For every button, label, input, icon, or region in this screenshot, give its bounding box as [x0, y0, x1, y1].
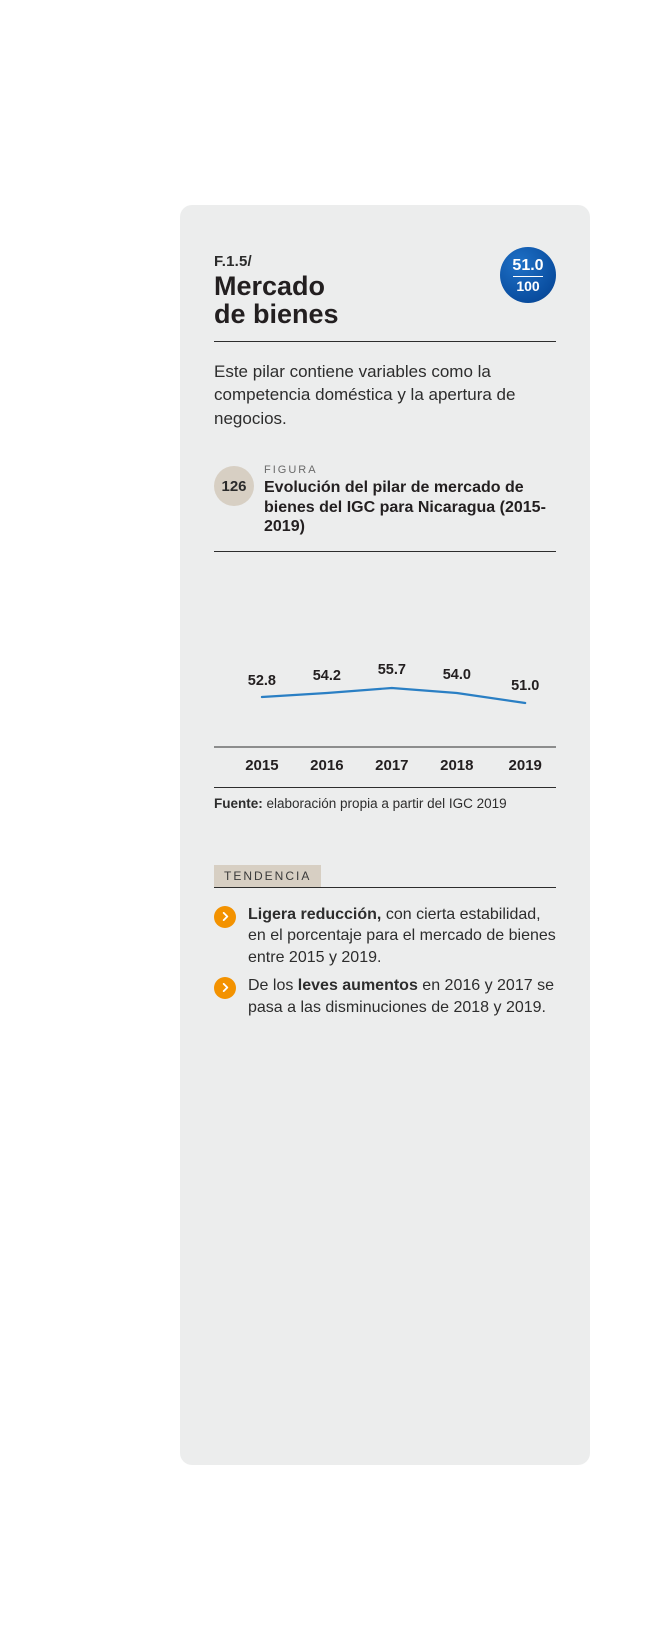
tendencia-rule	[214, 887, 556, 888]
chart-x-label: 2018	[440, 757, 473, 774]
score-divider	[513, 276, 543, 277]
score-max: 100	[516, 279, 539, 293]
tendencia-item: De los leves aumentos en 2016 y 2017 se …	[214, 975, 556, 1019]
chart-value-label: 54.0	[443, 667, 471, 683]
figure-title-block: FIGURA Evolución del pilar de mercado de…	[264, 464, 556, 537]
figure-block: 126 FIGURA Evolución del pilar de mercad…	[214, 464, 556, 811]
chart-value-label: 54.2	[313, 668, 341, 684]
chart-x-label: 2017	[375, 757, 408, 774]
chevron-right-icon	[214, 906, 236, 928]
score-badge: 51.0 100	[500, 247, 556, 303]
tendencia-tag: TENDENCIA	[214, 865, 321, 887]
header-rule	[214, 341, 556, 342]
tendencia-item-text: Ligera reducción, con cierta estabilidad…	[248, 904, 556, 969]
tendencia-item: Ligera reducción, con cierta estabilidad…	[214, 904, 556, 969]
chart-x-label: 2019	[509, 757, 542, 774]
source-text: elaboración propia a partir del IGC 2019	[263, 796, 507, 811]
score-value: 51.0	[512, 258, 543, 274]
chart-polyline	[262, 688, 525, 703]
info-card: F.1.5/ Mercado de bienes 51.0 100 Este p…	[180, 205, 590, 1465]
title-line-2: de bienes	[214, 299, 339, 329]
intro-paragraph: Este pilar contiene variables como la co…	[214, 360, 556, 430]
chevron-right-icon	[214, 977, 236, 999]
title-line-1: Mercado	[214, 271, 325, 301]
card-header: F.1.5/ Mercado de bienes 51.0 100	[214, 253, 556, 329]
chart-x-label: 2016	[310, 757, 343, 774]
figure-number-badge: 126	[214, 466, 254, 506]
tendencia-block: TENDENCIA Ligera reducción, con cierta e…	[214, 865, 556, 1019]
chart-value-label: 55.7	[378, 662, 406, 678]
chart-x-label: 2015	[245, 757, 278, 774]
figure-title: Evolución del pilar de mercado de bienes…	[264, 478, 556, 537]
line-chart: 52.8 54.2 55.7 54.0 51.0 2015 2016 2017 2018 2019	[214, 552, 556, 787]
chart-value-label: 52.8	[248, 673, 276, 689]
figure-label: FIGURA	[264, 464, 556, 476]
source-label: Fuente:	[214, 796, 263, 811]
figure-bottom-rule	[214, 787, 556, 788]
card-title: Mercado de bienes	[214, 272, 492, 329]
tendencia-list: Ligera reducción, con cierta estabilidad…	[214, 904, 556, 1019]
section-code: F.1.5/	[214, 253, 492, 270]
tendencia-item-text: De los leves aumentos en 2016 y 2017 se …	[248, 975, 556, 1019]
figure-header: 126 FIGURA Evolución del pilar de mercad…	[214, 464, 556, 537]
chart-value-label: 51.0	[511, 678, 539, 694]
header-text-block: F.1.5/ Mercado de bienes	[214, 253, 492, 329]
figure-source: Fuente: elaboración propia a partir del …	[214, 796, 556, 811]
